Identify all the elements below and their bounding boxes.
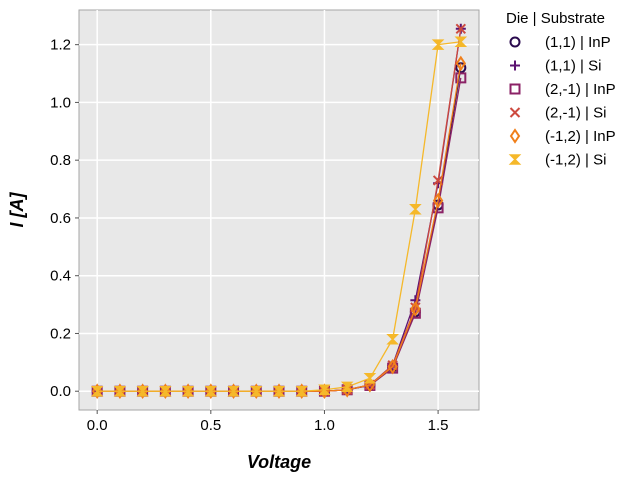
y-tick-label: 1.0 — [50, 94, 71, 111]
data-point — [318, 384, 331, 396]
legend-marker — [509, 36, 521, 48]
legend-title: Die | Substrate — [506, 10, 605, 27]
data-point — [227, 385, 240, 397]
data-point — [387, 358, 398, 375]
x-axis-title: Voltage — [247, 452, 311, 472]
x-tick-label: 1.0 — [314, 417, 335, 434]
data-point — [455, 72, 467, 84]
plot-background — [78, 9, 480, 411]
data-point — [113, 385, 127, 397]
data-point — [409, 204, 422, 215]
legend-marker — [509, 83, 521, 95]
legend-entry: (1,1) | InP — [509, 34, 611, 51]
data-point — [272, 385, 286, 397]
legend-marker — [509, 128, 521, 144]
legend-entry: (2,-1) | Si — [509, 105, 606, 122]
legend-label: (-1,2) | Si — [545, 152, 606, 169]
y-axis-title: I [A] — [7, 192, 27, 228]
data-point — [431, 39, 445, 50]
legend-label: (2,-1) | InP — [545, 81, 616, 98]
y-tick-label: 0.4 — [50, 268, 71, 285]
x-tick-label: 1.5 — [428, 417, 449, 434]
y-tick-label: 0.0 — [50, 383, 71, 400]
legend-label: (2,-1) | Si — [545, 105, 606, 122]
x-axis-ticks: 0.0 0.5 1.0 1.5 — [87, 410, 449, 434]
data-point — [363, 372, 377, 384]
data-point — [455, 23, 467, 34]
legend: Die | Substrate (1,1) | InP (1,1) | Si (2,… — [506, 10, 616, 169]
y-tick-label: 1.2 — [50, 37, 71, 54]
data-point — [204, 385, 218, 397]
legend-marker — [510, 60, 520, 71]
data-point — [295, 385, 309, 397]
data-point — [136, 385, 149, 397]
data-point — [340, 381, 354, 393]
y-axis-ticks: 0.0 0.2 0.4 0.6 0.8 1.0 1.2 — [50, 37, 79, 400]
data-point — [432, 192, 444, 209]
legend-entry: (-1,2) | InP — [509, 128, 616, 145]
x-tick-label: 0.5 — [200, 417, 221, 434]
legend-label: (1,1) | InP — [545, 34, 611, 51]
legend-label: (-1,2) | InP — [545, 128, 616, 145]
legend-marker — [509, 107, 521, 118]
data-point — [455, 62, 467, 74]
data-point — [249, 385, 263, 397]
y-tick-label: 0.6 — [50, 210, 71, 227]
data-point — [386, 333, 399, 345]
data-point — [90, 385, 104, 397]
data-point — [455, 55, 467, 72]
data-point — [159, 385, 172, 397]
legend-entry: (-1,2) | Si — [508, 152, 606, 169]
y-tick-label: 0.2 — [50, 325, 71, 342]
data-point — [410, 301, 421, 317]
y-tick-label: 0.8 — [50, 152, 71, 169]
series-layer — [90, 23, 468, 400]
legend-entry: (2,-1) | InP — [509, 81, 616, 98]
legend-entry: (1,1) | Si — [510, 58, 601, 75]
x-tick-label: 0.0 — [87, 417, 108, 434]
data-point — [181, 385, 195, 397]
data-point — [454, 36, 468, 48]
legend-marker — [508, 154, 522, 165]
legend-label: (1,1) | Si — [545, 58, 601, 75]
series-6 — [90, 36, 468, 397]
